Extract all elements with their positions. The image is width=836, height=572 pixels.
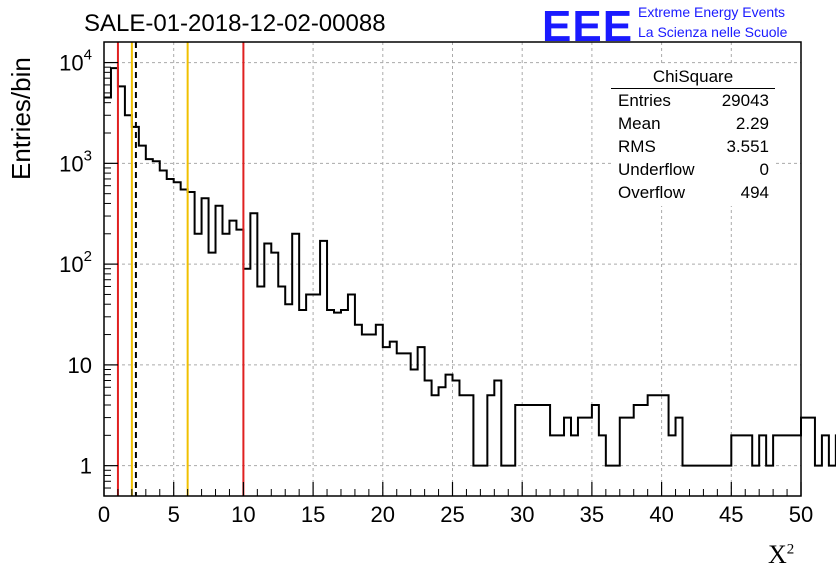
stats-box: ChiSquare Entries 29043 Mean 2.29 RMS 3.551…: [611, 66, 775, 206]
logo-line-1: Extreme Energy Events: [638, 4, 786, 20]
reference-lines: [116, 42, 245, 496]
y-tick-labels: 1 10 102 103 104: [59, 47, 92, 479]
stats-row-overflow: Overflow 494: [618, 183, 769, 202]
y-tick-label-3: 103: [59, 147, 92, 176]
y-tick-label-4: 104: [59, 47, 92, 76]
x-tick-label-10: 50: [789, 502, 813, 527]
x-tick-label-1: 5: [168, 502, 180, 527]
x-tick-label-8: 40: [649, 502, 673, 527]
x-tick-label-3: 15: [301, 502, 325, 527]
x-tick-label-5: 25: [440, 502, 464, 527]
x-tick-label-0: 0: [98, 502, 110, 527]
x-tick-label-9: 45: [719, 502, 743, 527]
y-tick-label-1: 10: [68, 353, 92, 378]
stats-row-entries: Entries 29043: [618, 91, 769, 110]
x-tick-label-7: 35: [580, 502, 604, 527]
stats-row-underflow: Underflow 0: [618, 160, 769, 179]
y-axis-label: Entries/bin: [6, 57, 36, 180]
x-axis-label: X2: [768, 540, 795, 569]
grid-lines: [104, 42, 801, 496]
logo-line-2: La Scienza nelle Scuole: [638, 24, 788, 40]
chart-title: SALE-01-2018-12-02-00088: [84, 10, 386, 37]
eee-logo: EEE: [542, 2, 634, 51]
y-tick-label-2: 102: [59, 248, 92, 277]
histogram-line: [104, 67, 836, 467]
stats-row-mean: Mean 2.29: [618, 114, 769, 133]
y-tick-label-0: 1: [80, 454, 92, 479]
x-tick-label-6: 30: [510, 502, 534, 527]
axis-ticks: [103, 61, 802, 497]
stats-title: ChiSquare: [611, 66, 775, 89]
x-tick-label-2: 10: [231, 502, 255, 527]
stats-row-rms: RMS 3.551: [618, 137, 769, 156]
x-tick-labels: 0 5 10 15 20 25 30 35 40 45 50: [98, 502, 813, 527]
x-tick-label-4: 20: [371, 502, 395, 527]
